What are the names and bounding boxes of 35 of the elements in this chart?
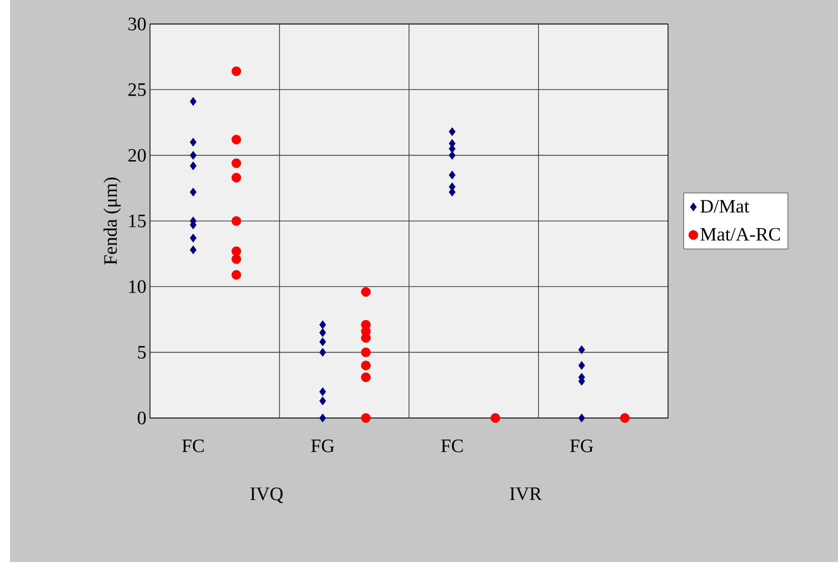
y-tick-label: 25 xyxy=(128,83,146,96)
point xyxy=(319,337,326,346)
y-tick-label: 10 xyxy=(129,280,146,294)
y-tick-label: 30 xyxy=(128,18,146,30)
point xyxy=(448,127,456,136)
point xyxy=(319,320,326,330)
point xyxy=(578,345,586,354)
point xyxy=(190,138,197,147)
point xyxy=(190,188,197,196)
point xyxy=(190,150,197,160)
point xyxy=(190,161,197,170)
point xyxy=(578,361,586,370)
point xyxy=(319,396,326,406)
x-tick-label: FG xyxy=(311,440,334,452)
y-axis-title: Fenda (μm) xyxy=(104,178,121,265)
point xyxy=(190,245,197,254)
y-tick-label: 20 xyxy=(128,148,146,162)
legend-label: D/Mat xyxy=(700,200,750,213)
point xyxy=(319,387,326,396)
point xyxy=(190,234,197,242)
point xyxy=(190,97,197,106)
x-tick-label: FG xyxy=(570,440,594,452)
point xyxy=(448,170,456,180)
legend-label: Mat/A-RC xyxy=(700,228,780,241)
point xyxy=(578,414,586,422)
point xyxy=(319,414,326,422)
y-tick-label: 0 xyxy=(138,412,146,424)
x-tick-label: FC xyxy=(441,440,463,452)
text: IVQ xyxy=(250,488,284,504)
point xyxy=(319,348,326,357)
text: IVR xyxy=(510,488,542,500)
y-tick-label: 5 xyxy=(138,346,146,359)
x-tick-label: FC xyxy=(182,440,204,452)
y-tick-label: 15 xyxy=(129,214,146,228)
point xyxy=(319,328,326,338)
